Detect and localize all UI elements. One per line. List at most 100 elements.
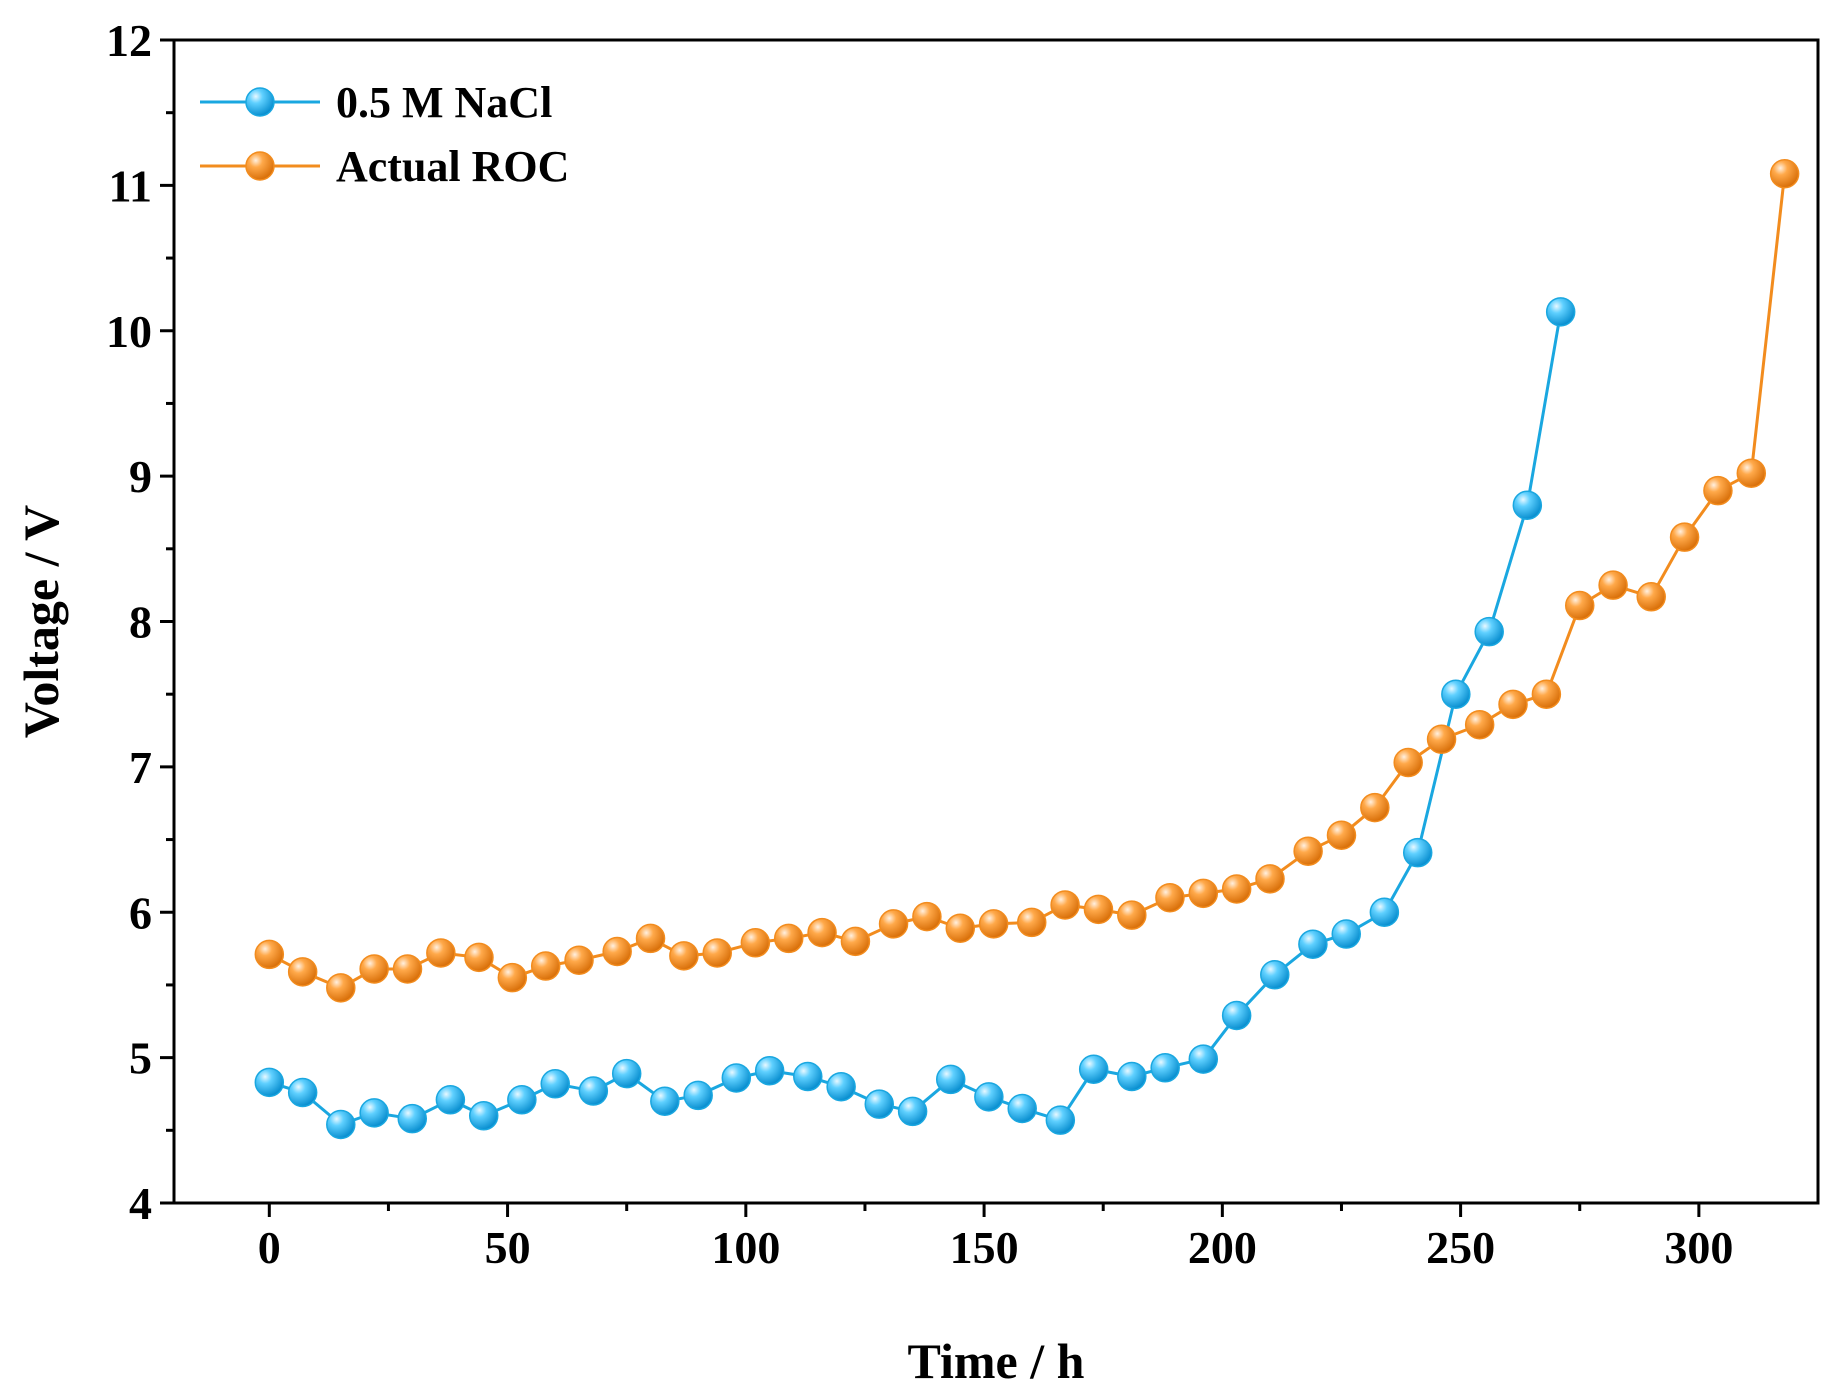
data-point: [602, 936, 632, 967]
data-point: [754, 1055, 785, 1086]
legend-marker: [245, 151, 275, 181]
data-point: [1260, 960, 1290, 990]
data-point: [1331, 919, 1361, 949]
data-point: [669, 941, 699, 971]
data-point: [1703, 475, 1733, 506]
y-tick-label: 9: [129, 451, 152, 502]
data-point: [773, 923, 804, 954]
data-point: [392, 954, 423, 984]
data-point: [945, 913, 976, 943]
y-axis-title: Voltage / V: [13, 505, 69, 738]
data-point: [1512, 490, 1543, 520]
data-point: [1188, 878, 1219, 909]
data-point: [1598, 570, 1628, 600]
data-point: [650, 1086, 680, 1116]
data-point: [878, 909, 909, 939]
legend-label: Actual ROC: [336, 142, 569, 191]
data-point: [287, 957, 318, 987]
data-point: [254, 939, 285, 970]
data-point: [1150, 1053, 1180, 1083]
y-tick-label: 8: [129, 597, 152, 648]
y-tick-label: 12: [106, 15, 152, 66]
data-point: [397, 1103, 428, 1134]
data-point: [1369, 897, 1400, 927]
data-point: [1045, 1105, 1076, 1135]
x-tick-label: 200: [1188, 1222, 1257, 1273]
series-layer: [254, 158, 1800, 1140]
data-point: [1669, 522, 1700, 552]
y-tick-label: 7: [129, 742, 152, 793]
data-point: [326, 973, 356, 1003]
data-point: [1474, 616, 1504, 647]
data-point: [1221, 1000, 1252, 1031]
data-point: [702, 938, 732, 968]
data-point: [1117, 1061, 1147, 1092]
data-point: [1117, 900, 1147, 930]
data-point: [1298, 929, 1328, 959]
data-point: [1564, 590, 1595, 621]
data-point: [935, 1064, 966, 1095]
series-actual-roc: [254, 158, 1800, 1003]
data-point: [254, 1067, 285, 1098]
x-tick-label: 0: [258, 1222, 281, 1273]
data-point: [1078, 1054, 1109, 1085]
data-point: [1769, 158, 1800, 189]
x-tick-label: 100: [711, 1222, 780, 1273]
y-tick-label: 4: [129, 1178, 152, 1229]
data-point: [1016, 907, 1047, 938]
data-point: [740, 928, 771, 958]
data-point: [864, 1089, 895, 1119]
data-point: [1545, 297, 1576, 327]
data-point: [464, 942, 494, 973]
data-point: [611, 1058, 642, 1089]
data-point: [1736, 458, 1767, 488]
legend-marker: [245, 87, 275, 117]
data-point: [635, 923, 666, 954]
data-point: [578, 1076, 609, 1106]
legend-label: 0.5 M NaCl: [336, 78, 552, 127]
data-point: [1326, 820, 1357, 850]
data-point: [1531, 679, 1562, 709]
data-point: [326, 1109, 356, 1140]
data-point: [468, 1101, 499, 1131]
legend-item: Actual ROC: [200, 142, 569, 191]
series-nacl: [254, 297, 1576, 1140]
data-point: [897, 1096, 928, 1127]
data-point: [826, 1071, 856, 1102]
data-point: [540, 1069, 570, 1099]
data-point: [912, 901, 942, 932]
data-point: [683, 1080, 713, 1111]
data-point: [530, 951, 561, 981]
data-point: [978, 909, 1009, 939]
data-point: [1007, 1093, 1037, 1124]
data-point: [1083, 894, 1114, 925]
x-tick-label: 250: [1426, 1222, 1495, 1273]
y-tick-label: 6: [129, 887, 152, 938]
legend: 0.5 M NaCl Actual ROC: [200, 78, 569, 191]
data-point: [1221, 874, 1252, 904]
data-point: [1155, 882, 1185, 913]
data-point: [1441, 679, 1471, 709]
data-point: [807, 917, 837, 948]
data-point: [497, 962, 528, 993]
data-point: [426, 938, 456, 968]
data-point: [793, 1061, 823, 1092]
x-tick-label: 300: [1664, 1222, 1733, 1273]
data-point: [840, 926, 871, 957]
data-point: [1426, 724, 1457, 755]
x-tick-label: 150: [950, 1222, 1019, 1273]
data-point: [974, 1082, 1004, 1112]
data-point: [1498, 689, 1528, 720]
series-line: [268, 311, 1563, 1126]
y-tick-label: 10: [106, 306, 152, 357]
y-tick-label: 5: [129, 1033, 152, 1084]
data-point: [1360, 792, 1390, 823]
data-point: [1402, 837, 1433, 868]
data-point: [435, 1085, 466, 1115]
x-axis: 0 50 100 150 200 250 300: [258, 1203, 1733, 1273]
data-point: [287, 1077, 318, 1108]
data-point: [1255, 864, 1285, 894]
plot-frame: [172, 38, 1820, 1205]
data-point: [1050, 890, 1080, 920]
